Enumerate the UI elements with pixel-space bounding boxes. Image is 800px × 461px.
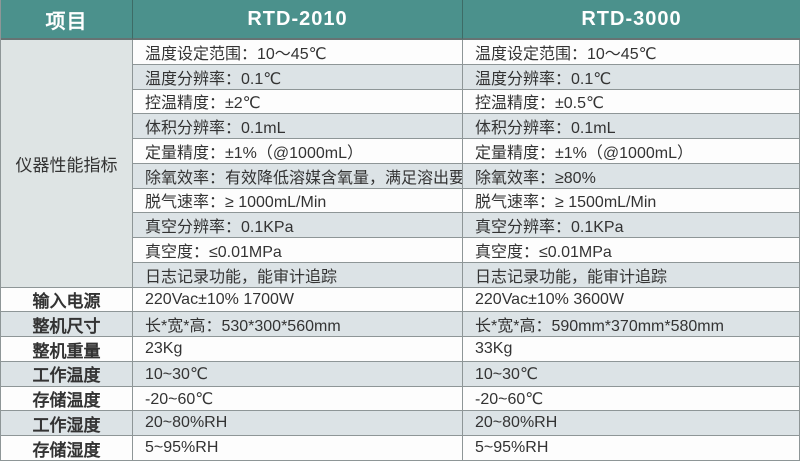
spec-cell-rtd3000-working-temp: 10~30℃ [463,361,800,387]
spec-cell-rtd3000-storage-temp: -20~60℃ [463,386,800,412]
column-header-rtd-2010: RTD-2010 [133,0,463,40]
spec-cell-rtd2010-volume-resolution: 体积分辨率：0.1mL [133,114,463,140]
spec-cell-rtd2010-degas-rate: 脱气速率：≥ 1000mL/Min [133,188,463,214]
spec-cell-rtd3000-dosing-accuracy: 定量精度：±1%（@1000mL） [463,139,800,164]
row-label-storage-humidity: 存储湿度 [1,436,133,461]
spec-cell-rtd2010-temp-resolution: 温度分辨率：0.1℃ [133,64,463,90]
row-label-working-temp: 工作温度 [1,361,133,387]
column-header-rtd-3000: RTD-3000 [463,0,800,40]
spec-cell-rtd2010-dosing-accuracy: 定量精度：±1%（@1000mL） [133,139,463,164]
spec-cell-rtd3000-temp-range: 温度设定范围：10～45℃ [463,40,800,65]
spec-cell-rtd2010-weight: 23Kg [133,337,463,362]
spec-cell-rtd2010-storage-temp: -20~60℃ [133,386,463,412]
row-label-weight: 整机重量 [1,337,133,362]
spec-cell-rtd3000-dimensions: 长*宽*高：590mm*370mm*580mm [463,312,800,338]
spec-cell-rtd3000-storage-humidity: 5~95%RH [463,436,800,461]
row-label-dimensions: 整机尺寸 [1,312,133,338]
row-label-input-power: 输入电源 [1,287,133,313]
column-header-item: 项目 [1,0,133,40]
spec-cell-rtd2010-vacuum-degree: 真空度：≤0.01MPa [133,238,463,263]
spec-cell-rtd3000-audit-log: 日志记录功能，能审计追踪 [463,262,800,288]
spec-cell-rtd3000-working-humidity: 20~80%RH [463,411,800,437]
spec-cell-rtd2010-working-temp: 10~30℃ [133,361,463,387]
spec-cell-rtd2010-audit-log: 日志记录功能，能审计追踪 [133,262,463,288]
spec-cell-rtd3000-temp-accuracy: 控温精度：±0.5℃ [463,89,800,115]
performance-group-label: 仪器性能指标 [1,40,133,288]
spec-cell-rtd2010-vacuum-resolution: 真空分辨率：0.1KPa [133,213,463,239]
spec-cell-rtd3000-input-power: 220Vac±10% 3600W [463,287,800,313]
spec-cell-rtd3000-weight: 33Kg [463,337,800,362]
spec-cell-rtd3000-deoxygen-efficiency: 除氧效率：≥80% [463,163,800,189]
spec-cell-rtd2010-working-humidity: 20~80%RH [133,411,463,437]
spec-cell-rtd3000-volume-resolution: 体积分辨率：0.1mL [463,114,800,140]
row-label-storage-temp: 存储温度 [1,386,133,412]
row-label-working-humidity: 工作湿度 [1,411,133,437]
spec-cell-rtd2010-temp-range: 温度设定范围：10～45℃ [133,40,463,65]
spec-cell-rtd2010-deoxygen-efficiency: 除氧效率：有效降低溶媒含氧量，满足溶出要求 [133,163,463,189]
spec-cell-rtd2010-storage-humidity: 5~95%RH [133,436,463,461]
spec-cell-rtd3000-vacuum-resolution: 真空分辨率：0.1KPa [463,213,800,239]
spec-cell-rtd3000-temp-resolution: 温度分辨率：0.1℃ [463,64,800,90]
spec-cell-rtd3000-degas-rate: 脱气速率：≥ 1500mL/Min [463,188,800,214]
spec-cell-rtd3000-vacuum-degree: 真空度：≤0.01MPa [463,238,800,263]
spec-cell-rtd2010-dimensions: 长*宽*高：530*300*560mm [133,312,463,338]
spec-cell-rtd2010-temp-accuracy: 控温精度：±2℃ [133,89,463,115]
spec-cell-rtd2010-input-power: 220Vac±10% 1700W [133,287,463,313]
